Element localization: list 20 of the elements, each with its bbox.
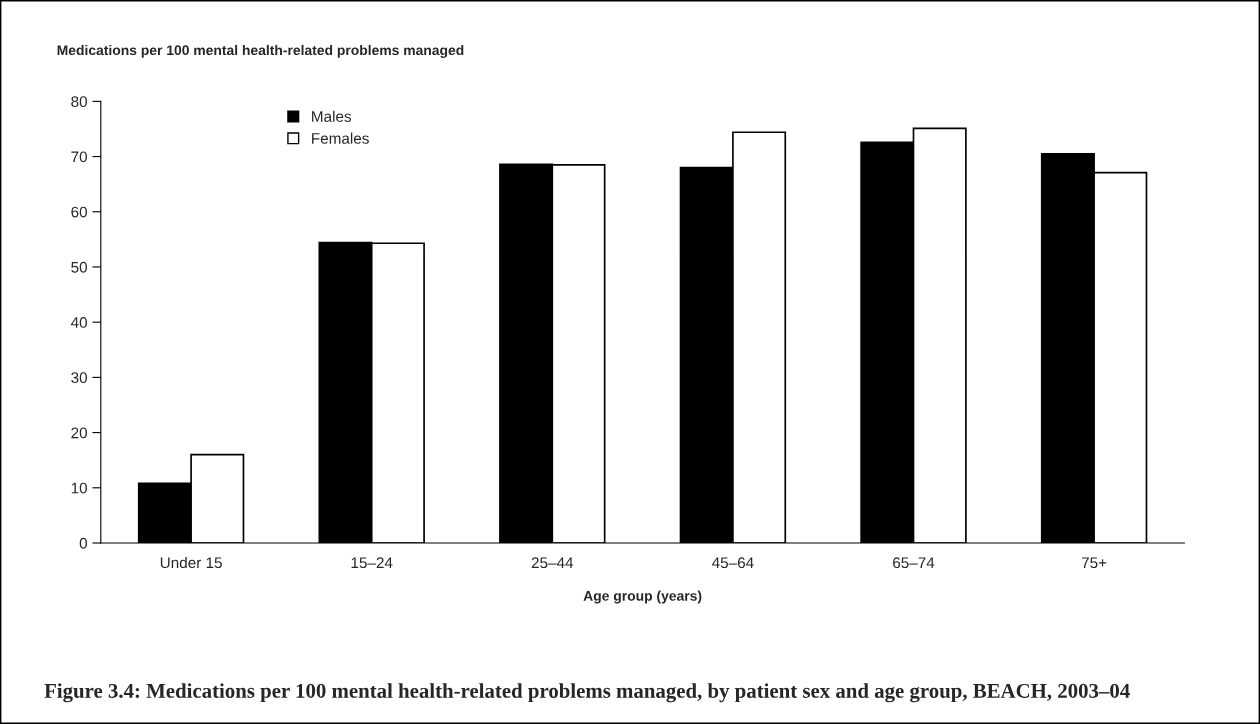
y-tick-label: 0: [79, 537, 88, 549]
x-tick-label: 75+: [1081, 557, 1107, 569]
y-tick-label: 50: [71, 261, 88, 273]
y-tick-label: 80: [71, 96, 88, 108]
legend-label: Females: [312, 132, 369, 144]
y-axis-title: Medications per 100 mental health-related problems managed: [57, 44, 464, 58]
legend-label: Males: [312, 110, 352, 122]
y-tick-label: 40: [70, 317, 88, 328]
x-tick-label: Under 15: [160, 556, 222, 569]
y-tick-label: 30: [71, 372, 88, 384]
x-tick-label: 25–44: [531, 557, 574, 569]
text: Figure 3.4: Medications per 100 mental health-related problems managed, by patient sex and age group, BEACH, 2003–04: [44, 683, 1130, 703]
y-tick-label: 60: [71, 206, 88, 218]
y-tick-label: 70: [71, 151, 88, 163]
x-axis-title: Age group (years): [583, 590, 702, 604]
x-tick-label: 15–24: [351, 557, 393, 569]
y-tick-label: 10: [71, 482, 88, 494]
x-tick-label: 65–74: [893, 557, 935, 569]
y-tick-label: 20: [71, 427, 88, 439]
x-tick-label: 45–64: [712, 557, 754, 569]
